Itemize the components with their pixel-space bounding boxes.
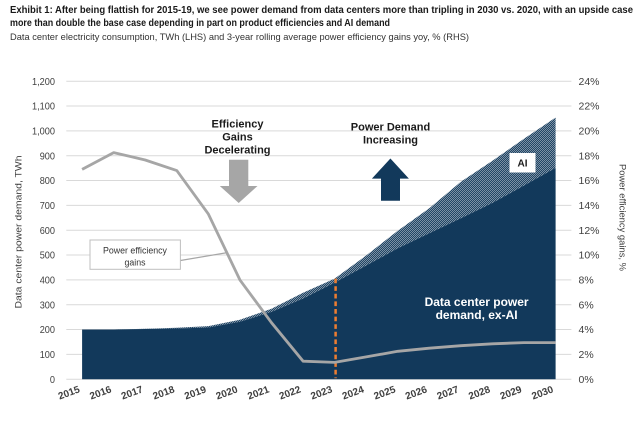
svg-text:22%: 22% — [579, 101, 600, 113]
svg-text:400: 400 — [40, 275, 55, 287]
svg-text:Data center power: Data center power — [425, 295, 529, 309]
svg-text:500: 500 — [40, 250, 55, 262]
svg-text:0: 0 — [50, 374, 55, 386]
svg-text:10%: 10% — [579, 250, 600, 262]
svg-text:Data center electricity consum: Data center electricity consumption, TWh… — [10, 32, 469, 43]
svg-text:2%: 2% — [579, 349, 594, 361]
svg-text:Decelerating: Decelerating — [204, 145, 270, 157]
svg-text:600: 600 — [40, 225, 55, 237]
svg-text:Exhibit 1: After being flattis: Exhibit 1: After being flattish for 2015… — [10, 5, 633, 16]
svg-text:300: 300 — [40, 299, 55, 311]
svg-text:Power efficiency gains, %: Power efficiency gains, % — [618, 164, 628, 271]
svg-text:24%: 24% — [579, 76, 600, 88]
svg-text:Efficiency: Efficiency — [212, 119, 265, 131]
svg-text:Data center power demand, TWh: Data center power demand, TWh — [14, 156, 24, 309]
svg-text:4%: 4% — [579, 324, 594, 336]
svg-text:900: 900 — [40, 150, 55, 162]
svg-text:Gains: Gains — [222, 132, 253, 144]
svg-text:20%: 20% — [579, 126, 600, 138]
svg-text:0%: 0% — [579, 374, 594, 386]
svg-text:12%: 12% — [579, 225, 600, 237]
svg-text:1,000: 1,000 — [32, 126, 55, 138]
svg-text:Power Demand: Power Demand — [351, 121, 430, 133]
svg-text:100: 100 — [40, 349, 55, 361]
svg-text:700: 700 — [40, 200, 55, 212]
svg-text:1,100: 1,100 — [32, 101, 55, 113]
svg-text:6%: 6% — [579, 299, 594, 311]
svg-text:Power efficiency: Power efficiency — [103, 246, 167, 256]
svg-text:200: 200 — [40, 324, 55, 336]
svg-text:8%: 8% — [579, 275, 594, 287]
svg-text:16%: 16% — [579, 175, 600, 187]
svg-text:more than double the base case: more than double the base case depending… — [10, 18, 390, 29]
svg-text:18%: 18% — [579, 150, 600, 162]
svg-text:14%: 14% — [579, 200, 600, 212]
svg-text:gains: gains — [124, 258, 146, 268]
svg-text:1,200: 1,200 — [32, 76, 55, 88]
svg-text:Increasing: Increasing — [363, 135, 418, 147]
svg-text:800: 800 — [40, 175, 55, 187]
svg-text:demand, ex-AI: demand, ex-AI — [436, 308, 518, 322]
svg-text:AI: AI — [518, 159, 528, 170]
